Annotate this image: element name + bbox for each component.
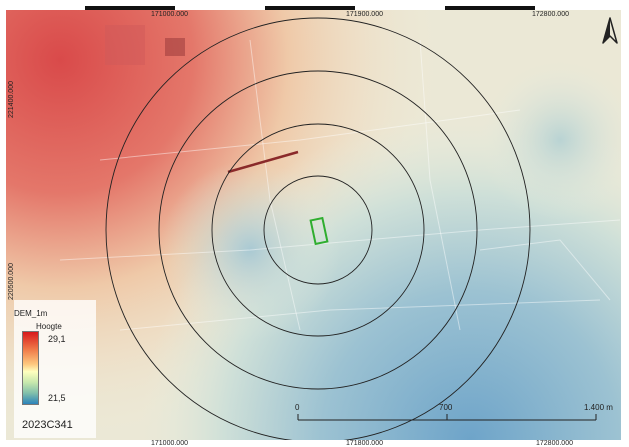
frame-tick	[445, 6, 535, 10]
grid-label-x: 171900.000	[346, 11, 383, 18]
frame-tick	[85, 6, 175, 10]
grid-label-y: 221400.000	[8, 81, 15, 118]
grid-label-x: 171000.000	[151, 11, 188, 18]
legend-min-value: 21,5	[48, 393, 66, 403]
grid-label-x-bottom: 172800.000	[536, 440, 573, 447]
frame-bottom	[0, 440, 629, 447]
ring-1	[263, 175, 373, 285]
site-outline[interactable]	[309, 216, 329, 246]
scale-bar	[297, 414, 597, 421]
frame-left	[0, 0, 6, 447]
grid-label-x-bottom: 171800.000	[346, 440, 383, 447]
legend-subtitle: Hoogte	[36, 322, 62, 331]
field-plot	[105, 25, 145, 65]
distance-rings	[105, 17, 531, 443]
north-arrow-icon	[602, 17, 618, 44]
grid-label-x: 172800.000	[532, 11, 569, 18]
frame-right	[621, 0, 629, 447]
frame-top	[0, 0, 629, 10]
grid-label-x-bottom: 171000.000	[151, 440, 188, 447]
terrain-lines	[59, 39, 621, 331]
legend-max-value: 29,1	[48, 334, 66, 344]
ring-2	[211, 123, 425, 337]
ring-3	[158, 70, 478, 390]
map-id: 2023C341	[22, 419, 73, 431]
scale-label-end: 1.400 m	[584, 403, 613, 412]
ditch-feature	[227, 150, 299, 174]
grid-label-y: 220500.000	[8, 263, 15, 300]
building-plot	[165, 38, 185, 56]
scale-label-mid: 700	[439, 403, 453, 412]
scale-label-start: 0	[295, 403, 300, 412]
legend-title: DEM_1m	[14, 309, 48, 318]
legend-color-ramp	[22, 331, 39, 405]
frame-tick	[265, 6, 355, 10]
